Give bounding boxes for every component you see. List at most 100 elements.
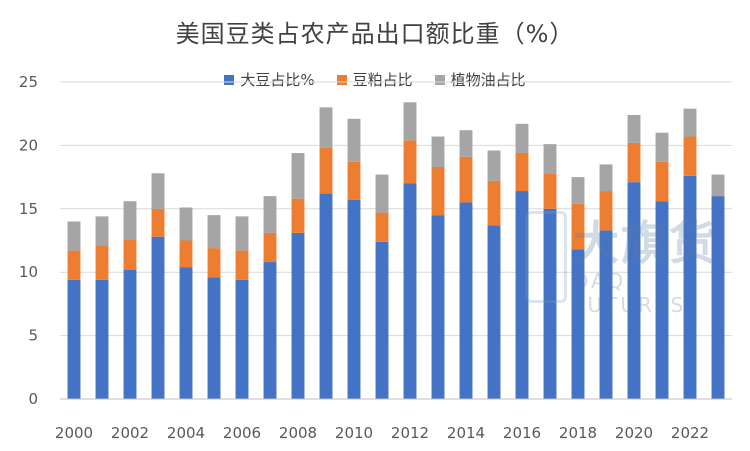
legend-label-soybean: 大豆占比%: [240, 71, 315, 89]
x-tick-label: 2006: [223, 424, 261, 442]
bar-segment-soybean: [123, 269, 137, 399]
bar-segment-soybean: [263, 262, 277, 399]
bar-segment-soymeal: [627, 142, 641, 183]
bar-segment-soybean: [375, 241, 389, 399]
bar-segment-vegoil: [599, 164, 613, 192]
x-tick-label: 2018: [559, 424, 597, 442]
bar-segment-soybean: [319, 193, 333, 399]
bar-segment-vegoil: [67, 221, 81, 251]
bar-segment-soybean: [459, 202, 473, 399]
bar-segment-vegoil: [515, 123, 529, 154]
x-tick-label: 2000: [55, 424, 93, 442]
x-tick-label: 2010: [335, 424, 373, 442]
y-tick-label: 15: [19, 200, 38, 218]
bar-segment-soybean: [515, 191, 529, 399]
bar-segment-vegoil: [431, 136, 445, 167]
bar-segment-soybean: [655, 201, 669, 399]
bar-segment-soymeal: [319, 147, 333, 194]
bar-segment-soymeal: [207, 248, 221, 278]
bar-segment-soybean: [431, 215, 445, 399]
y-tick-label: 10: [19, 263, 38, 281]
bar-segment-vegoil: [487, 150, 501, 181]
bar-segment-soymeal: [375, 212, 389, 242]
bar-segment-soymeal: [571, 203, 585, 250]
bar-segment-vegoil: [95, 216, 109, 246]
bar-segment-vegoil: [179, 207, 193, 241]
bar-segment-soymeal: [655, 161, 669, 202]
bar-segment-soymeal: [291, 198, 305, 233]
bar-segment-vegoil: [123, 201, 137, 240]
y-tick-label: 25: [19, 73, 38, 91]
y-tick-label: 5: [28, 327, 38, 345]
bar-segment-soybean: [627, 182, 641, 399]
bar-segment-soybean: [543, 208, 557, 399]
bar-segment-soybean: [403, 183, 417, 399]
legend-item-vegoil: 植物油占比: [434, 69, 526, 90]
y-tick-label: 0: [28, 390, 38, 408]
bar-segment-soymeal: [263, 232, 277, 263]
bar-segment-soymeal: [235, 250, 249, 280]
x-tick-label: 2012: [391, 424, 429, 442]
bar-segment-vegoil: [319, 107, 333, 148]
bar-segment-soybean: [151, 236, 165, 399]
bar-segment-vegoil: [571, 177, 585, 204]
x-tick-label: 2020: [615, 424, 653, 442]
bar-segment-soymeal: [515, 153, 529, 192]
bar-segment-vegoil: [627, 114, 641, 143]
bar-segment-soybean: [487, 225, 501, 399]
bar-segment-soybean: [207, 277, 221, 399]
bar-segment-vegoil: [235, 216, 249, 251]
y-tick-label: 20: [19, 136, 38, 154]
legend: 大豆占比% 豆粕占比 植物油占比: [0, 69, 750, 90]
bar-segment-soybean: [683, 175, 697, 399]
bar-segment-soymeal: [95, 245, 109, 280]
bar-segment-vegoil: [711, 174, 725, 197]
bar-segment-soymeal: [487, 180, 501, 226]
bar-segment-soybean: [347, 199, 361, 399]
bar-segment-soybean: [67, 279, 81, 399]
x-tick-label: 2022: [671, 424, 709, 442]
x-tick-label: 2004: [167, 424, 205, 442]
x-tick-label: 2008: [279, 424, 317, 442]
bar-segment-vegoil: [263, 196, 277, 233]
bar-segment-soybean: [95, 279, 109, 399]
bar-segment-soymeal: [347, 161, 361, 200]
bar-segment-vegoil: [655, 132, 669, 162]
bar-segment-soymeal: [179, 240, 193, 268]
bar-segment-soymeal: [123, 239, 137, 270]
bar-segment-vegoil: [347, 118, 361, 162]
bar-segment-vegoil: [291, 153, 305, 199]
bar-segment-vegoil: [151, 173, 165, 209]
bar-segment-soymeal: [403, 140, 417, 184]
bar-segment-soybean: [711, 196, 725, 399]
bar-segment-vegoil: [459, 130, 473, 157]
bar-segment-soybean: [179, 267, 193, 399]
legend-swatch-soybean: [224, 74, 235, 85]
bar-segment-soymeal: [543, 173, 557, 209]
bar-segment-vegoil: [403, 102, 417, 141]
legend-label-vegoil: 植物油占比: [450, 71, 526, 89]
bar-segment-soybean: [571, 249, 585, 399]
bar-segment-soymeal: [151, 208, 165, 237]
x-tick-label: 2016: [503, 424, 541, 442]
legend-swatch-vegoil: [434, 74, 445, 85]
bar-segment-soymeal: [459, 156, 473, 203]
bar-segment-vegoil: [375, 174, 389, 213]
x-tick-label: 2002: [111, 424, 149, 442]
bar-segment-soymeal: [67, 250, 81, 280]
bar-segment-soybean: [235, 279, 249, 399]
bar-segment-vegoil: [683, 108, 697, 137]
legend-item-soybean: 大豆占比%: [224, 69, 315, 90]
legend-item-soymeal: 豆粕占比: [336, 69, 413, 90]
bar-segment-vegoil: [207, 215, 221, 249]
legend-label-soymeal: 豆粕占比: [352, 71, 413, 89]
bar-segment-soymeal: [683, 136, 697, 176]
bar-segment-soybean: [291, 232, 305, 399]
legend-swatch-soymeal: [336, 74, 347, 85]
bar-segment-soymeal: [431, 166, 445, 216]
x-tick-label: 2014: [447, 424, 485, 442]
chart-title: 美国豆类占农产品出口额比重（%）: [175, 20, 575, 48]
bar-segment-soybean: [599, 230, 613, 399]
bar-segment-soymeal: [599, 191, 613, 231]
